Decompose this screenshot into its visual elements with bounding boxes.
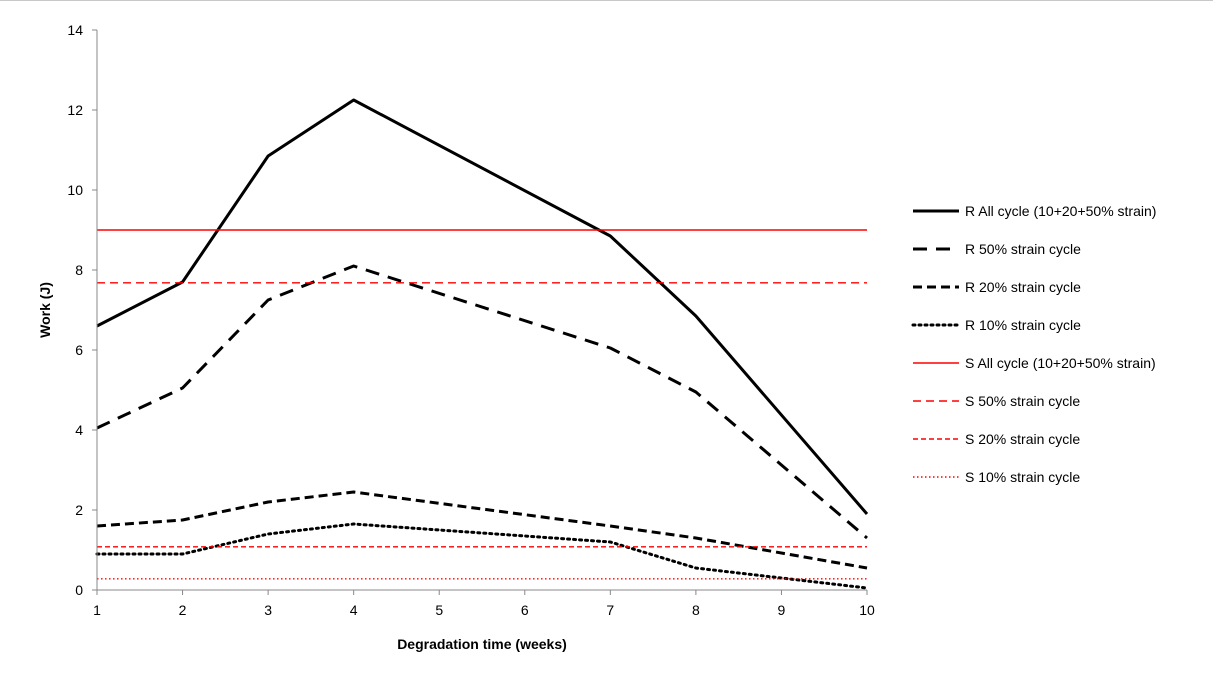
x-axis-title: Degradation time (weeks) <box>397 636 567 652</box>
x-tick-label: 7 <box>606 602 614 618</box>
legend-item: R 50% strain cycle <box>913 241 1081 257</box>
series-line-1 <box>96 98 869 515</box>
y-tick-label: 0 <box>75 582 83 598</box>
legend-item: R All cycle (10+20+50% strain) <box>913 203 1156 219</box>
y-tick-label: 2 <box>75 502 83 518</box>
series-line-3 <box>96 490 868 570</box>
legend-item: R 20% strain cycle <box>913 279 1081 295</box>
y-axis-title: Work (J) <box>37 282 53 338</box>
legend-label: R All cycle (10+20+50% strain) <box>965 203 1156 219</box>
x-tick-label: 5 <box>435 602 443 618</box>
legend-label: S 10% strain cycle <box>965 469 1080 485</box>
series-line-4 <box>95 522 869 590</box>
y-tick-label: 14 <box>67 22 83 38</box>
y-tick-label: 12 <box>67 102 83 118</box>
y-axis-ticks: 0 2 4 6 8 10 12 14 <box>67 22 97 598</box>
x-tick-label: 3 <box>264 602 272 618</box>
legend-item: S All cycle (10+20+50% strain) <box>913 355 1156 371</box>
legend: R All cycle (10+20+50% strain) R 50% stra… <box>911 203 1156 485</box>
x-tick-label: 8 <box>692 602 700 618</box>
y-tick-label: 10 <box>67 182 83 198</box>
legend-label: S 50% strain cycle <box>965 393 1080 409</box>
legend-label: S All cycle (10+20+50% strain) <box>965 355 1156 371</box>
x-tick-label: 9 <box>778 602 786 618</box>
series-line-2 <box>96 264 868 540</box>
x-tick-label: 4 <box>350 602 358 618</box>
legend-item: R 10% strain cycle <box>911 317 1081 333</box>
plot-area <box>95 98 869 590</box>
y-tick-label: 4 <box>75 422 83 438</box>
legend-label: R 50% strain cycle <box>965 241 1081 257</box>
legend-item: S 20% strain cycle <box>913 431 1080 447</box>
legend-label: S 20% strain cycle <box>965 431 1080 447</box>
x-tick-label: 2 <box>179 602 187 618</box>
y-tick-label: 6 <box>75 342 83 358</box>
x-tick-label: 6 <box>521 602 529 618</box>
x-tick-label: 10 <box>859 602 875 618</box>
legend-item: S 50% strain cycle <box>913 393 1080 409</box>
legend-label: R 20% strain cycle <box>965 279 1081 295</box>
top-rule <box>0 0 1213 1</box>
axes <box>96 30 867 591</box>
x-tick-label: 1 <box>93 602 101 618</box>
x-axis-ticks: 1 2 3 4 5 6 7 8 9 10 <box>93 590 875 618</box>
legend-label: R 10% strain cycle <box>965 317 1081 333</box>
y-tick-label: 8 <box>75 262 83 278</box>
legend-item: S 10% strain cycle <box>913 469 1080 485</box>
